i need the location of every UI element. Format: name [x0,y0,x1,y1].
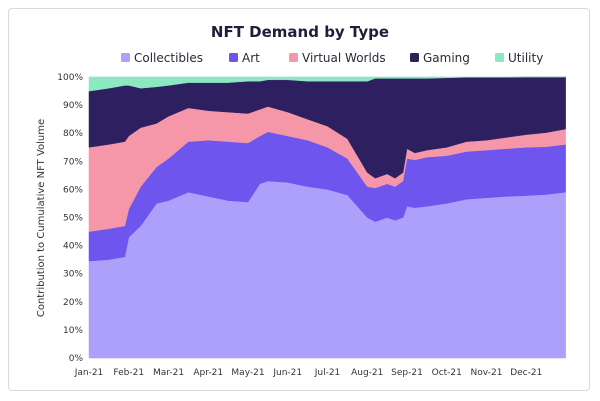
x-tick-label: Sep-21 [391,368,423,378]
x-tick-label: Apr-21 [193,368,223,378]
x-tick-label: Jun-21 [272,368,302,378]
y-tick-label: 30% [63,270,83,280]
y-tick-label: 100% [57,73,83,83]
legend-swatch [289,53,298,62]
y-axis-label: Contribution to Cumulative NFT Volume [36,119,47,317]
legend-label: Art [242,51,260,65]
x-tick-label: Jul-21 [314,368,341,378]
area-utility [88,76,566,92]
legend: Collectibles Art Virtual Worlds Gaming Utili… [121,51,543,65]
legend-swatch [495,53,504,62]
x-tick-label: Oct-21 [432,368,462,378]
legend-swatch [229,53,238,62]
y-tick-label: 10% [63,326,83,336]
y-tick-label: 50% [63,214,83,224]
x-tick-label: Mar-21 [153,368,184,378]
x-tick-label: Feb-21 [113,368,144,378]
legend-label: Utility [508,51,543,65]
x-tick-label: Dec-21 [510,368,542,378]
x-tick-label: Aug-21 [351,368,383,378]
y-tick-label: 20% [63,298,83,308]
y-tick-label: 70% [63,157,83,167]
legend-label: Collectibles [134,51,203,65]
y-tick-label: 0% [69,354,84,364]
legend-label: Virtual Worlds [302,51,386,65]
y-tick-label: 40% [63,242,83,252]
legend-swatch [410,53,419,62]
area-collectibles [88,180,566,359]
x-tick-label: Jan-21 [74,368,104,378]
area-series [88,76,566,359]
y-tick-label: 90% [63,101,83,111]
y-axis-ticks: 0% 10% 20% 30% 40% 50% 60% 70% 80% 90% 100% [57,73,83,364]
x-axis-ticks: Jan-21 Feb-21 Mar-21 Apr-21 May-21 Jun-21 Jul-… [74,368,543,378]
y-tick-label: 80% [63,129,83,139]
legend-label: Gaming [423,51,470,65]
x-tick-label: May-21 [231,368,264,378]
x-tick-label: Nov-21 [470,368,502,378]
legend-swatch [121,53,130,62]
chart-title: NFT Demand by Type [211,23,389,41]
y-tick-label: 60% [63,185,83,195]
